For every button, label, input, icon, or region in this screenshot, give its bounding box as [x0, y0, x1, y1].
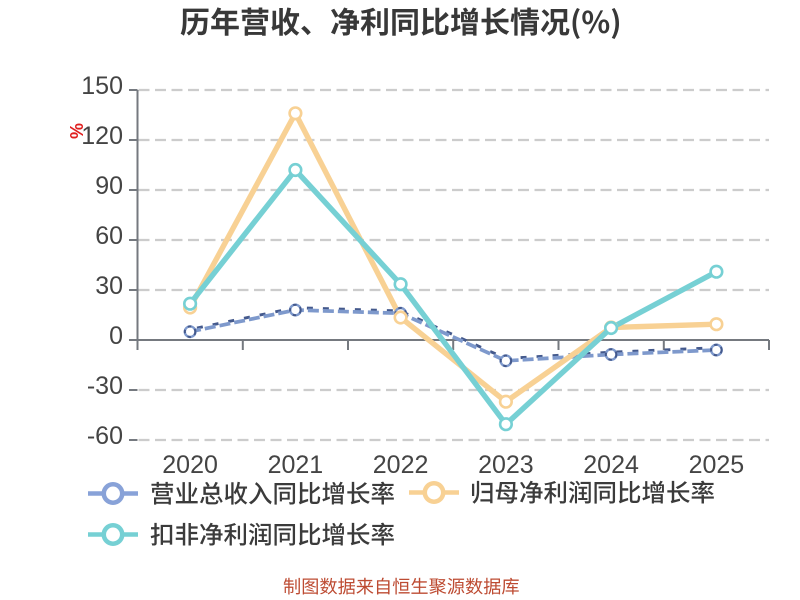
svg-text:150: 150: [81, 72, 123, 100]
svg-text:2025: 2025: [689, 451, 745, 479]
svg-text:90: 90: [95, 172, 123, 200]
svg-text:%: %: [66, 123, 86, 139]
svg-text:60: 60: [95, 222, 123, 250]
svg-text:30: 30: [95, 272, 123, 300]
svg-text:-60: -60: [87, 422, 123, 450]
svg-text:2022: 2022: [373, 451, 429, 479]
svg-text:2024: 2024: [583, 451, 639, 479]
svg-text:120: 120: [81, 122, 123, 150]
svg-text:-30: -30: [87, 372, 123, 400]
svg-text:2023: 2023: [478, 451, 534, 479]
svg-text:0: 0: [109, 322, 123, 350]
svg-text:2020: 2020: [162, 451, 218, 479]
svg-text:2021: 2021: [268, 451, 324, 479]
